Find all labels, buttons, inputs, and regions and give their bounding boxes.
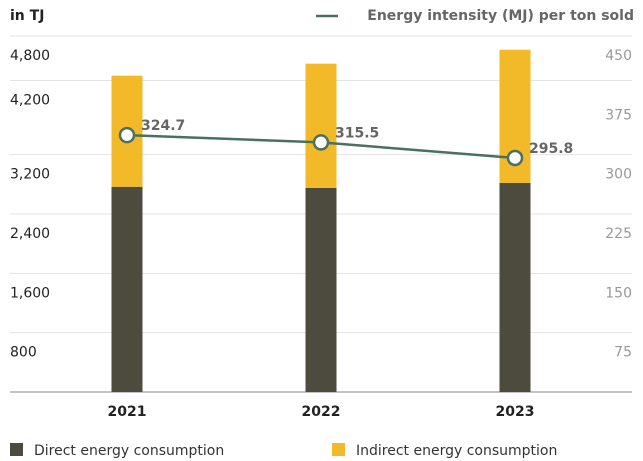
line-point	[312, 134, 330, 151]
y-tick-label: 4,200	[10, 93, 50, 109]
y2-tick-label: 450	[605, 48, 632, 64]
legend-swatch	[10, 443, 23, 456]
bar-segment	[305, 63, 337, 188]
y-tick-label: 800	[10, 345, 37, 361]
bar-segment	[305, 187, 337, 392]
y2-tick-label: 375	[605, 107, 632, 123]
line-point	[506, 149, 524, 167]
legend-label: Energy intensity (MJ) per ton sold	[367, 8, 634, 24]
bar-segment	[499, 182, 531, 392]
y-tick-label: 2,400	[10, 226, 50, 242]
legend-swatch	[332, 443, 345, 456]
data-label: 315.5	[335, 125, 379, 141]
y-axis-label: in TJ	[10, 8, 44, 24]
x-tick-label: 2021	[108, 404, 147, 420]
legend-label: Indirect energy consumption	[356, 443, 557, 459]
data-label: 295.8	[529, 141, 573, 157]
y-tick-label: 4,800	[10, 48, 50, 64]
x-tick-label: 2022	[302, 404, 341, 420]
bar-segment	[111, 186, 143, 392]
y-tick-label: 1,600	[10, 285, 50, 301]
y2-tick-label: 300	[605, 167, 632, 183]
y2-tick-label: 75	[614, 345, 632, 361]
legend-label: Direct energy consumption	[34, 443, 224, 459]
y2-tick-label: 150	[605, 285, 632, 301]
data-label: 324.7	[141, 118, 185, 134]
y-tick-label: 3,200	[10, 167, 50, 183]
line-point	[118, 126, 136, 144]
y2-tick-label: 225	[605, 226, 632, 242]
x-tick-label: 2023	[496, 404, 535, 420]
